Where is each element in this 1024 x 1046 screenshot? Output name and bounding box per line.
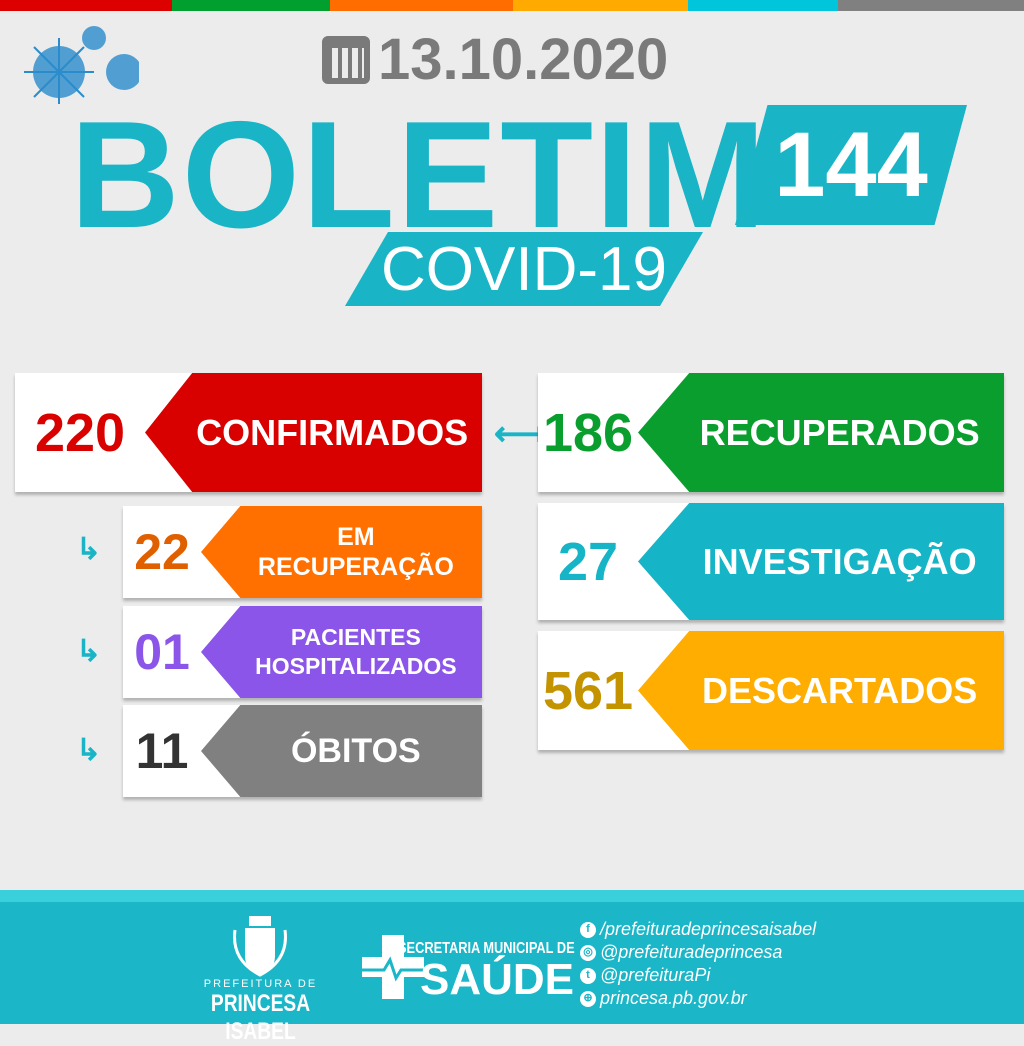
color-bar-gray <box>838 0 1024 11</box>
label-line1: PACIENTES <box>290 624 421 650</box>
subtitle: COVID-19 <box>345 232 703 306</box>
color-bar-yellow <box>513 0 688 11</box>
value: 186 <box>542 402 634 463</box>
twitter-icon: t <box>580 967 596 984</box>
turn-up-arrow-icon: ↳ <box>76 533 102 566</box>
social-instagram[interactable]: ◎ @prefeituradeprincesa <box>580 941 816 964</box>
saude-text: SAÚDE <box>420 955 575 1004</box>
value: 27 <box>557 531 619 592</box>
value: 561 <box>542 660 634 721</box>
coat-of-arms-logo <box>225 910 295 980</box>
date-text: 13.10.2020 <box>378 27 669 92</box>
date: 13.10.2020 <box>322 26 668 93</box>
card-obitos: 11 ÓBITOS <box>123 705 482 797</box>
social-facebook[interactable]: f/prefeituradeprincesaisabel <box>580 918 816 941</box>
secretaria-text: SECRETARIA MUNICIPAL DE <box>398 940 575 957</box>
social-text: /prefeituradeprincesaisabel <box>600 919 817 939</box>
value: 220 <box>34 402 126 463</box>
label: EM RECUPERAÇÃO <box>201 506 482 598</box>
label: DESCARTADOS <box>638 631 1004 750</box>
value: 11 <box>135 723 189 779</box>
prefeitura-big: PRINCESA ISABEL <box>210 990 311 1045</box>
health-cross-icon <box>360 930 425 1000</box>
prefeitura-small: PREFEITURA DE <box>203 978 318 990</box>
color-bar-green <box>172 0 330 11</box>
card-confirmados: 220 CONFIRMADOS <box>15 373 482 492</box>
social-text: @prefeituraPi <box>600 965 711 985</box>
facebook-icon: f <box>580 921 596 938</box>
color-bar-cyan <box>688 0 838 11</box>
instagram-icon: ◎ <box>580 944 596 961</box>
label-line1: EM <box>337 523 375 551</box>
label: PACIENTES HOSPITALIZADOS <box>201 606 482 698</box>
value: 01 <box>134 624 190 680</box>
virus-icon <box>14 14 142 104</box>
label: INVESTIGAÇÃO <box>638 503 1004 620</box>
label: RECUPERADOS <box>638 373 1004 492</box>
value: 22 <box>134 524 190 580</box>
card-recuperados: 186 RECUPERADOS <box>538 373 1004 492</box>
footer <box>0 890 1024 1024</box>
color-bar-red <box>0 0 172 11</box>
social-text: @prefeituradeprincesa <box>600 942 783 962</box>
turn-up-arrow-icon: ↳ <box>76 635 102 668</box>
label-line2: HOSPITALIZADOS <box>255 653 457 679</box>
bulletin-number: 144 <box>735 105 967 225</box>
social-website[interactable]: ⊕ princesa.pb.gov.br <box>580 987 816 1010</box>
card-investigacao: 27 INVESTIGAÇÃO <box>538 503 1004 620</box>
card-descartados: 561 DESCARTADOS <box>538 631 1004 750</box>
color-bar-orange <box>330 0 513 11</box>
arrow-left-icon: ⟻ <box>494 415 543 453</box>
social-text: princesa.pb.gov.br <box>600 988 747 1008</box>
globe-icon: ⊕ <box>580 990 596 1007</box>
social-twitter[interactable]: t @prefeituraPi <box>580 964 816 987</box>
prefeitura-logo: PREFEITURA DE PRINCESA ISABEL <box>168 978 353 1046</box>
card-hospitalizados: 01 PACIENTES HOSPITALIZADOS <box>123 606 482 698</box>
calendar-icon <box>322 35 370 84</box>
turn-up-arrow-icon: ↳ <box>76 734 102 767</box>
card-em-recuperacao: 22 EM RECUPERAÇÃO <box>123 506 482 598</box>
social-links: f/prefeituradeprincesaisabel ◎ @prefeitur… <box>580 918 816 1010</box>
label: CONFIRMADOS <box>145 373 482 492</box>
label-line2: RECUPERAÇÃO <box>257 553 454 581</box>
title: BOLETIM <box>70 90 768 260</box>
label: ÓBITOS <box>201 705 482 797</box>
